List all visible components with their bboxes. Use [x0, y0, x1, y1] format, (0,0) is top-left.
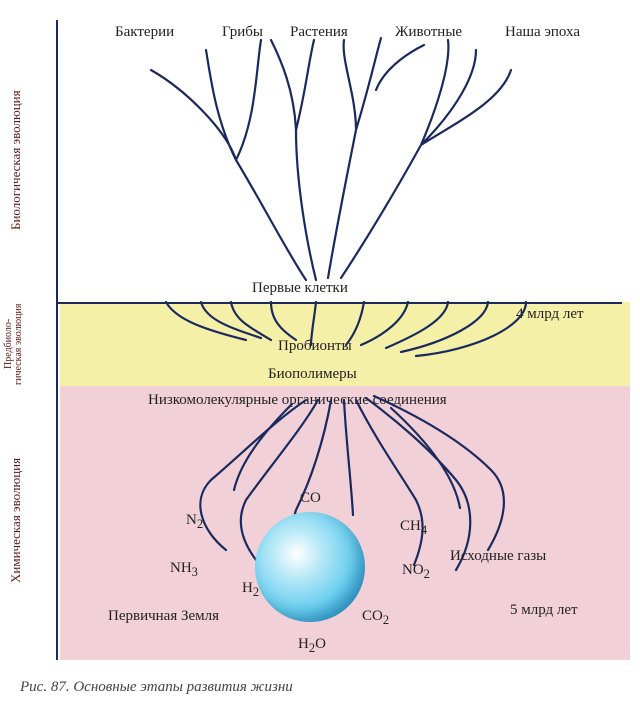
gas-n2: N2	[186, 512, 203, 532]
figure-caption: Рис. 87. Основные этапы развития жизни	[20, 679, 293, 696]
side-label-bio: Биологическая эволюция	[8, 60, 28, 260]
gas-h2o: H2O	[298, 636, 326, 656]
label-source-gases: Исходные газы	[450, 548, 546, 565]
diagram-root: Биологическая эволюция Предбиоло- гическ…	[0, 0, 640, 704]
gas-nh3: NH3	[170, 560, 198, 580]
side-label-prebio: Предбиоло- гическая эволюция	[4, 302, 44, 386]
gas-h2: H2	[242, 580, 259, 600]
primeval-earth-sphere	[255, 512, 365, 622]
label-5byr: 5 млрд лет	[510, 602, 578, 619]
gas-no2: NO2	[402, 562, 430, 582]
gas-ch4: CH4	[400, 518, 427, 538]
gas-co2: CO2	[362, 608, 389, 628]
gas-co: CO	[300, 490, 321, 507]
side-label-chem: Химическая эволюция	[8, 420, 28, 620]
label-primeval-earth: Первичная Земля	[108, 608, 219, 625]
